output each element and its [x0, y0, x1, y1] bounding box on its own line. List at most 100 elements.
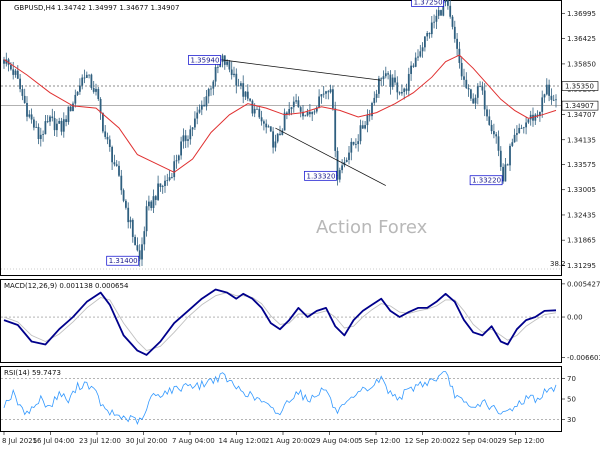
candle-body — [391, 77, 394, 87]
candle-body — [345, 159, 348, 163]
candle-body — [437, 10, 440, 16]
rsi-y-tick-label: 70 — [567, 375, 576, 383]
candle-body — [21, 89, 24, 96]
candle-body — [79, 85, 81, 92]
candle-body — [456, 38, 458, 49]
candle-body — [467, 88, 470, 90]
candle-body — [150, 201, 153, 209]
candle-body — [283, 112, 286, 131]
candle-body — [419, 51, 422, 57]
candle-body — [276, 133, 279, 142]
candle-body — [329, 89, 332, 93]
candle-body — [39, 134, 42, 140]
rsi-panel — [0, 366, 562, 432]
candle-body — [233, 73, 235, 76]
candle-body — [357, 141, 360, 145]
candle-body — [405, 88, 408, 91]
current-price-tag: 1.34907 — [565, 102, 594, 110]
candle-body — [263, 121, 265, 124]
candle-body — [258, 108, 261, 118]
rsi-line — [3, 371, 557, 426]
candle-body — [527, 119, 530, 123]
candle-body — [53, 118, 56, 131]
candle-body — [355, 144, 357, 145]
level-price-tag-box — [561, 81, 599, 91]
price-label-box — [188, 55, 221, 65]
candle-body — [49, 116, 51, 122]
candle-body — [33, 119, 35, 128]
candle-body — [113, 162, 116, 165]
candle-body — [175, 160, 178, 162]
candle-body — [203, 104, 205, 107]
candle-body — [28, 114, 31, 117]
candle-body — [10, 64, 12, 70]
x-tick-label: 16 Jul 04:00 — [33, 437, 75, 445]
ohlc-values: 1.34742 1.34997 1.34677 1.34907 — [57, 4, 179, 12]
candle-body — [131, 219, 134, 237]
candle-body — [522, 127, 525, 129]
candle-body — [292, 101, 295, 108]
candle-body — [81, 77, 84, 86]
candle-body — [212, 81, 215, 89]
candle-body — [145, 206, 148, 232]
candle-body — [74, 94, 77, 104]
candle-body — [136, 245, 139, 251]
price-label-box — [411, 0, 444, 7]
candle-body — [366, 115, 369, 126]
candle-body — [42, 134, 44, 135]
candle-body — [127, 207, 130, 223]
price-y-tick-label: 1.31295 — [567, 262, 596, 270]
candle-body — [389, 74, 392, 87]
candle-body — [502, 166, 504, 182]
x-tick-label: 29 Sep 12:00 — [498, 437, 545, 445]
candle-body — [125, 200, 127, 208]
candle-body — [539, 111, 541, 117]
candle-body — [249, 98, 251, 101]
candle-body — [426, 33, 429, 37]
candle-body — [421, 47, 424, 52]
candle-body — [483, 90, 486, 110]
candle-body — [14, 70, 17, 75]
candle-body — [166, 180, 169, 181]
candle-body — [384, 73, 387, 77]
candle-body — [97, 88, 100, 100]
candle-body — [525, 122, 527, 128]
candle-body — [518, 127, 521, 134]
candle-body — [458, 48, 461, 63]
candle-body — [265, 123, 268, 128]
candle-body — [65, 119, 67, 123]
candle-body — [143, 231, 146, 245]
macd-y-tick-label: 0.00 — [567, 314, 583, 322]
candle-body — [260, 117, 263, 122]
candle-body — [511, 142, 514, 146]
candle-body — [387, 73, 389, 75]
candle-body — [449, 5, 452, 17]
candle-body — [180, 141, 182, 156]
price-y-tick-label: 1.36995 — [567, 10, 596, 18]
candle-body — [364, 125, 366, 129]
candle-body — [382, 76, 385, 80]
candle-body — [240, 83, 242, 86]
axis-layer: 1.369951.364251.358501.352801.347071.341… — [2, 10, 600, 445]
candle-body — [290, 107, 293, 110]
candle-body — [26, 102, 28, 117]
candle-body — [375, 93, 378, 98]
candle-body — [23, 95, 26, 103]
macd-y-tick-label: -0.006603 — [567, 354, 600, 362]
candle-body — [164, 180, 166, 186]
price-layer: 1.37250 1.35940 1.33320 1.33220 1.31400 — [1, 0, 561, 270]
candle-body — [16, 70, 19, 79]
candle-body — [318, 96, 320, 108]
candle-body — [3, 59, 5, 64]
candle-body — [182, 135, 185, 142]
candle-body — [536, 114, 539, 117]
candle-body — [309, 111, 311, 115]
candle-body — [529, 114, 532, 120]
candle-body — [476, 86, 479, 98]
candle-body — [414, 57, 417, 67]
candle-body — [481, 86, 484, 91]
candle-body — [334, 108, 337, 151]
candle-body — [92, 88, 95, 92]
candle-body — [412, 65, 415, 67]
candle-body — [550, 95, 553, 100]
